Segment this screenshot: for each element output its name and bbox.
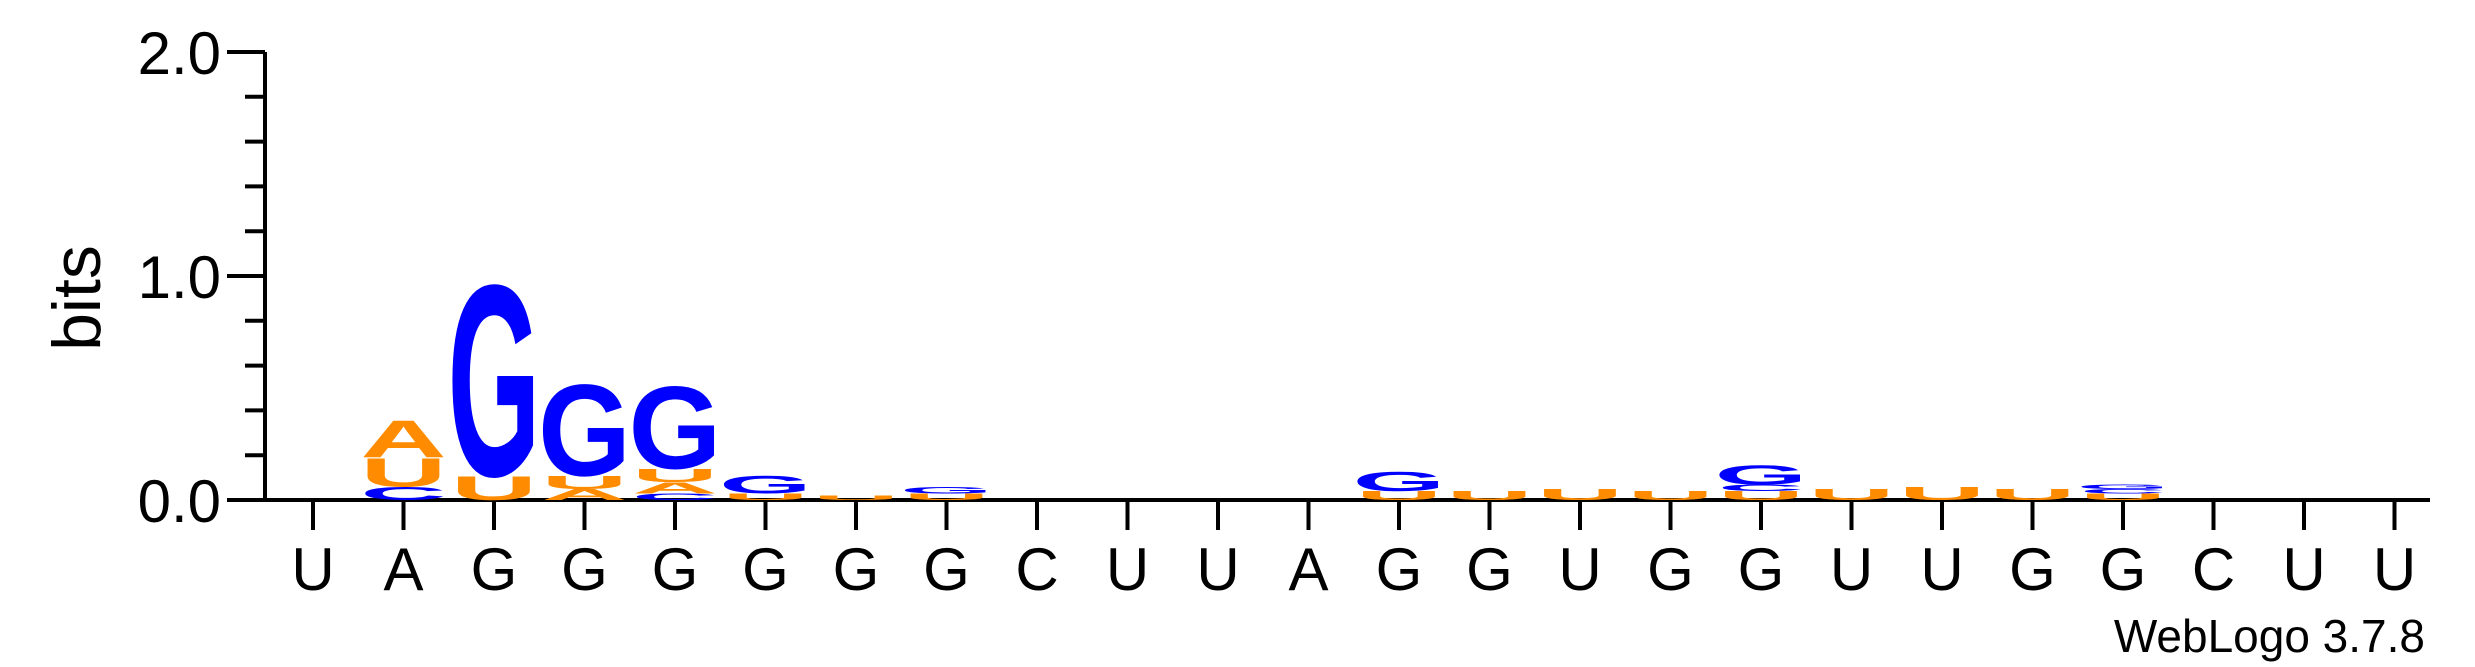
x-tick-label: G — [2100, 536, 2147, 603]
logo-letter-glyph: G — [1715, 459, 1808, 490]
logo-letter-glyph: U — [1627, 489, 1713, 503]
logo-letter-G: G — [629, 362, 722, 494]
x-tick-label: U — [1920, 536, 1963, 603]
logo-letter-glyph: A — [632, 479, 718, 496]
logo-letter-U: U — [1808, 486, 1894, 503]
y-axis-label: bits — [39, 245, 115, 351]
logo-letter-U: U — [1356, 489, 1442, 503]
logo-letter-glyph: U — [813, 494, 899, 501]
y-tick-label: 0.0 — [138, 468, 221, 535]
logo-letter-glyph: U — [1989, 486, 2075, 503]
x-tick-label: G — [1647, 536, 1694, 603]
logo-letter-U: U — [813, 494, 899, 501]
logo-letter-A: A — [632, 479, 718, 496]
logo-letter-glyph: U — [451, 469, 537, 508]
logo-letter-glyph: U — [1899, 483, 1985, 504]
x-tick-label: U — [1196, 536, 1239, 603]
x-tick-label: A — [383, 536, 423, 603]
logo-letter-U: U — [2080, 492, 2166, 502]
logo-letter-G: G — [719, 471, 812, 499]
logo-letter-glyph: A — [541, 486, 627, 503]
x-tick-label: U — [291, 536, 334, 603]
logo-letter-U: U — [1627, 489, 1713, 503]
x-tick-label: G — [1376, 536, 1423, 603]
x-tick-label: C — [1015, 536, 1058, 603]
logo-letter-U: U — [451, 469, 537, 508]
logo-letter-C: C — [360, 483, 446, 504]
logo-letter-glyph: U — [722, 492, 808, 502]
logo-letter-A: A — [360, 409, 446, 469]
x-tick-label: G — [652, 536, 699, 603]
logo-letter-U: U — [360, 450, 446, 495]
logo-letter-C: C — [2080, 488, 2166, 495]
logo-letter-glyph: U — [1356, 489, 1442, 503]
x-tick-label: U — [1106, 536, 1149, 603]
logo-letter-G: G — [448, 228, 541, 534]
x-tick-label: U — [1830, 536, 1873, 603]
y-tick-label: 2.0 — [138, 20, 221, 87]
logo-letter-G: G — [538, 357, 631, 503]
y-axis: 0.0 1.0 2.0 — [138, 20, 267, 535]
logo-letter-C: C — [1718, 483, 1804, 493]
x-tick-label: G — [1738, 536, 1785, 603]
x-tick-label: G — [561, 536, 608, 603]
logo-letter-U: U — [1989, 486, 2075, 503]
logo-letter-glyph: C — [632, 492, 718, 502]
y-tick-label: 1.0 — [138, 244, 221, 311]
logo-letter-glyph: U — [903, 492, 989, 502]
logo-letter-glyph: G — [719, 471, 812, 499]
logo-letter-glyph: U — [1718, 489, 1804, 503]
x-tick-label: G — [471, 536, 518, 603]
logo-letter-glyph: G — [538, 357, 631, 503]
logo-letter-glyph: C — [2080, 488, 2166, 495]
logo-letter-glyph: G — [1353, 466, 1446, 497]
x-tick-label: A — [1288, 536, 1328, 603]
logo-letter-glyph: U — [360, 450, 446, 495]
logo-letter-G: G — [2077, 483, 2170, 490]
logo-letter-glyph: U — [541, 472, 627, 493]
logo-letter-glyph: A — [360, 409, 446, 469]
logo-letter-glyph: G — [629, 362, 722, 494]
logo-letter-A: A — [541, 486, 627, 503]
logo-letter-glyph: U — [1446, 489, 1532, 503]
logo-letter-U: U — [541, 472, 627, 493]
x-tick-label: G — [742, 536, 789, 603]
logo-letter-glyph: U — [2080, 492, 2166, 502]
logo-letter-glyph: U — [632, 465, 718, 486]
x-tick-label: G — [833, 536, 880, 603]
logo-letter-C: C — [632, 492, 718, 502]
logo-letter-U: U — [722, 492, 808, 502]
logo-letter-G: G — [1715, 459, 1808, 490]
x-tick-label: U — [1558, 536, 1601, 603]
logo-letter-U: U — [903, 492, 989, 502]
logo-letter-U: U — [1537, 486, 1623, 503]
logo-letter-U: U — [1446, 489, 1532, 503]
credit-label: WebLogo 3.7.8 — [2114, 610, 2425, 662]
logo-letter-U: U — [632, 465, 718, 486]
x-tick-label: G — [1466, 536, 1513, 603]
x-tick-label: U — [2373, 536, 2416, 603]
logo-letter-glyph: G — [448, 228, 541, 534]
logo-letter-glyph: C — [360, 483, 446, 504]
x-tick-label: C — [2192, 536, 2235, 603]
x-tick-label: U — [2282, 536, 2325, 603]
logo-letter-glyph: G — [2077, 483, 2170, 490]
logo-letter-U: U — [1718, 489, 1804, 503]
logo-letter-glyph: U — [1537, 486, 1623, 503]
logo-letter-glyph: U — [1808, 486, 1894, 503]
logo-letter-glyph: C — [1718, 483, 1804, 493]
x-tick-label: G — [923, 536, 970, 603]
logo-letter-U: U — [1899, 483, 1985, 504]
logo-letter-G: G — [1353, 466, 1446, 497]
x-tick-label: G — [2009, 536, 2056, 603]
logo-letter-G: G — [900, 485, 993, 495]
logo-letter-glyph: G — [900, 485, 993, 495]
